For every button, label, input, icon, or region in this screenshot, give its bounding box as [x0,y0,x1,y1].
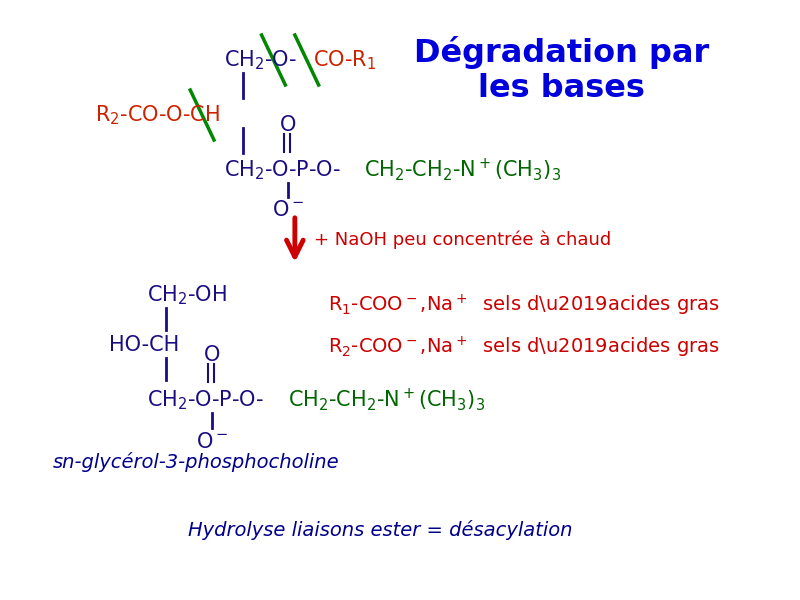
Text: R$_1$-COO$^-$,Na$^+$  sels d\u2019acides gras: R$_1$-COO$^-$,Na$^+$ sels d\u2019acides … [328,292,720,317]
Text: CH$_2$-OH: CH$_2$-OH [147,283,227,307]
Text: O$^-$: O$^-$ [196,432,228,452]
Text: Hydrolyse liaisons ester = désacylation: Hydrolyse liaisons ester = désacylation [188,520,573,540]
Text: O$^-$: O$^-$ [272,200,304,220]
Text: O: O [280,115,296,135]
Text: CH$_2$-O-P-O-: CH$_2$-O-P-O- [147,388,264,412]
Text: CH$_2$-CH$_2$-N$^+$(CH$_3$)$_3$: CH$_2$-CH$_2$-N$^+$(CH$_3$)$_3$ [364,157,562,184]
Text: HO-CH: HO-CH [110,335,180,355]
Text: CH$_2$-O-: CH$_2$-O- [223,48,296,72]
Text: O: O [204,345,220,365]
Text: CO-R$_1$: CO-R$_1$ [313,48,376,72]
Text: + NaOH peu concentrée à chaud: + NaOH peu concentrée à chaud [314,231,611,249]
Text: CH$_2$-CH$_2$-N$^+$(CH$_3$)$_3$: CH$_2$-CH$_2$-N$^+$(CH$_3$)$_3$ [288,386,486,413]
Text: sn-glycérol-3-phosphocholine: sn-glycérol-3-phosphocholine [52,452,339,472]
Text: Dégradation par
les bases: Dégradation par les bases [414,35,709,104]
Text: R$_2$-COO$^-$,Na$^+$  sels d\u2019acides gras: R$_2$-COO$^-$,Na$^+$ sels d\u2019acides … [328,334,720,359]
Text: CH$_2$-O-P-O-: CH$_2$-O-P-O- [223,158,341,182]
Text: R$_2$-CO-O-CH: R$_2$-CO-O-CH [95,103,220,127]
